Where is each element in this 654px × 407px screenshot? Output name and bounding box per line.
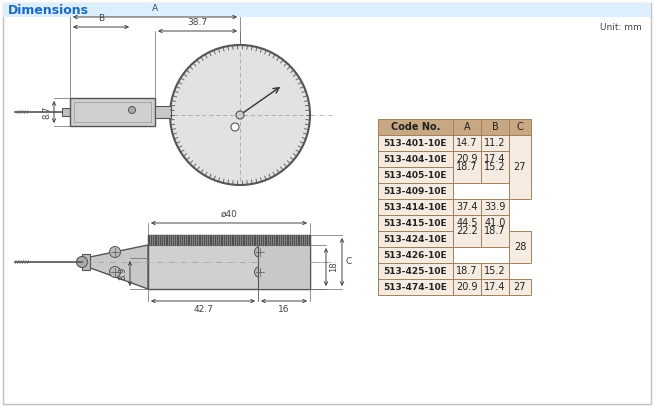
Bar	[378, 167, 453, 183]
Bar	[481, 151, 509, 167]
Circle shape	[109, 267, 120, 278]
Text: 17.4: 17.4	[484, 154, 506, 164]
Bar	[378, 263, 453, 279]
Circle shape	[254, 247, 266, 258]
Circle shape	[109, 247, 120, 258]
Bar	[453, 135, 481, 151]
Text: 513-424-10E: 513-424-10E	[383, 234, 447, 243]
Text: C: C	[345, 258, 351, 267]
Text: 37.4: 37.4	[456, 202, 478, 212]
Text: Dimensions: Dimensions	[8, 4, 89, 17]
Text: 22.2: 22.2	[456, 226, 478, 236]
Text: 28: 28	[514, 242, 526, 252]
Bar	[82, 254, 90, 270]
Circle shape	[77, 256, 88, 267]
Circle shape	[170, 45, 310, 185]
Bar	[453, 279, 481, 295]
Bar	[453, 215, 481, 231]
Bar	[481, 199, 509, 215]
Bar	[453, 263, 481, 279]
Text: 11.2: 11.2	[484, 138, 506, 148]
Text: 513-426-10E: 513-426-10E	[383, 250, 447, 260]
Circle shape	[236, 111, 244, 119]
Text: C: C	[517, 122, 523, 132]
Bar	[453, 215, 481, 247]
Bar	[481, 215, 509, 247]
Bar	[62, 108, 70, 116]
Text: 513-414-10E: 513-414-10E	[383, 203, 447, 212]
Text: 18.7: 18.7	[456, 266, 478, 276]
Polygon shape	[85, 245, 148, 289]
Bar	[378, 119, 531, 135]
Text: A: A	[152, 4, 158, 13]
Bar	[378, 247, 453, 263]
Bar	[258, 245, 310, 289]
Text: 513-401-10E: 513-401-10E	[383, 138, 447, 147]
Bar	[509, 135, 531, 151]
Text: 44.5: 44.5	[456, 218, 478, 228]
Bar	[509, 151, 531, 167]
Text: 18.7: 18.7	[484, 226, 506, 236]
Bar	[453, 199, 481, 215]
Text: 33.9: 33.9	[485, 202, 506, 212]
Bar	[378, 279, 453, 295]
Text: 513-474-10E: 513-474-10E	[383, 282, 447, 291]
Bar	[155, 106, 171, 118]
Bar	[148, 235, 310, 289]
Bar	[481, 215, 509, 231]
Text: 18.7: 18.7	[456, 162, 478, 172]
Text: 27: 27	[514, 282, 526, 292]
Text: A: A	[464, 122, 470, 132]
Text: 27: 27	[514, 162, 526, 172]
Bar	[378, 151, 453, 167]
Text: Code No.: Code No.	[391, 122, 440, 132]
Bar	[509, 231, 531, 263]
Text: B: B	[98, 14, 104, 23]
Text: 18: 18	[329, 262, 338, 272]
Bar	[481, 151, 509, 183]
Bar	[509, 135, 531, 199]
Bar	[453, 151, 481, 167]
Bar	[378, 135, 453, 151]
Text: 8.7: 8.7	[42, 105, 51, 119]
Text: 20.9: 20.9	[456, 282, 478, 292]
Text: Unit: mm: Unit: mm	[600, 23, 642, 32]
Circle shape	[128, 107, 135, 114]
Bar	[148, 235, 310, 245]
Text: B: B	[492, 122, 498, 132]
Text: 16: 16	[278, 305, 290, 314]
Circle shape	[231, 123, 239, 131]
Text: 17.4: 17.4	[484, 282, 506, 292]
Text: ø40: ø40	[220, 210, 237, 219]
Text: 15.2: 15.2	[484, 266, 506, 276]
Text: 513-404-10E: 513-404-10E	[383, 155, 447, 164]
Bar	[378, 199, 453, 215]
Bar	[481, 135, 509, 151]
Circle shape	[254, 267, 266, 278]
Bar	[509, 279, 531, 295]
Bar	[481, 263, 509, 279]
Text: 15.2: 15.2	[484, 162, 506, 172]
Text: 513-425-10E: 513-425-10E	[383, 267, 447, 276]
Text: 41.0: 41.0	[485, 218, 506, 228]
Bar	[70, 98, 155, 126]
Text: 20.9: 20.9	[456, 154, 478, 164]
Text: 38.7: 38.7	[188, 18, 207, 27]
Text: 513-415-10E: 513-415-10E	[383, 219, 447, 228]
Text: 14.7: 14.7	[456, 138, 478, 148]
Bar	[3, 3, 651, 17]
Bar	[453, 151, 481, 183]
Bar	[378, 215, 453, 231]
Text: 8.9: 8.9	[118, 267, 127, 280]
Text: 513-405-10E: 513-405-10E	[383, 171, 447, 179]
Bar	[378, 183, 453, 199]
Bar	[378, 231, 453, 247]
Text: 42.7: 42.7	[193, 305, 213, 314]
Bar	[481, 279, 509, 295]
Text: 513-409-10E: 513-409-10E	[383, 186, 447, 195]
Bar	[509, 167, 531, 183]
